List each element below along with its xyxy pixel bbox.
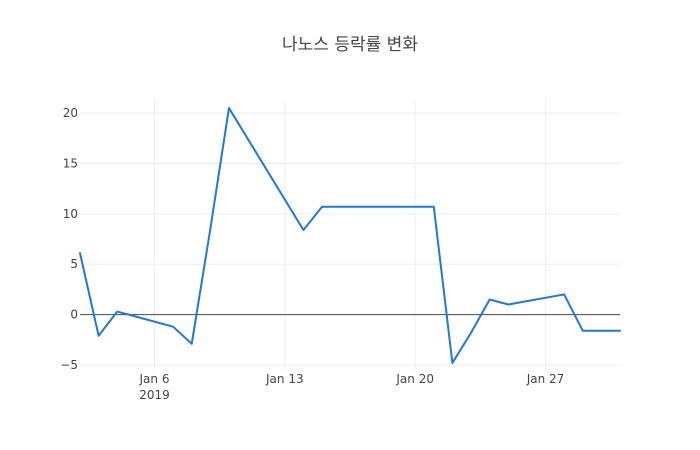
series-layer bbox=[79, 107, 621, 364]
y-tick-label: 5 bbox=[70, 257, 78, 271]
x-tick-label: Jan 6 bbox=[139, 372, 170, 386]
grid-layer bbox=[80, 100, 620, 370]
x-tick-label: Jan 20 bbox=[395, 372, 434, 386]
chart-title: 나노스 등락률 변화 bbox=[282, 35, 418, 55]
axis-layer: −5 0 5 10 15 20 Jan 6 2019 Jan 13 Jan 20 Jan 27 bbox=[60, 106, 620, 402]
y-tick-label: 0 bbox=[70, 308, 78, 322]
y-tick-label: 15 bbox=[63, 156, 78, 170]
series-line bbox=[79, 107, 621, 364]
x-tick-sublabel: 2019 bbox=[139, 388, 170, 402]
y-tick-label: −5 bbox=[60, 358, 78, 372]
y-tick-label: 10 bbox=[63, 207, 78, 221]
y-tick-label: 20 bbox=[63, 106, 78, 120]
x-tick-label: Jan 13 bbox=[265, 372, 304, 386]
x-tick-label: Jan 27 bbox=[526, 372, 565, 386]
